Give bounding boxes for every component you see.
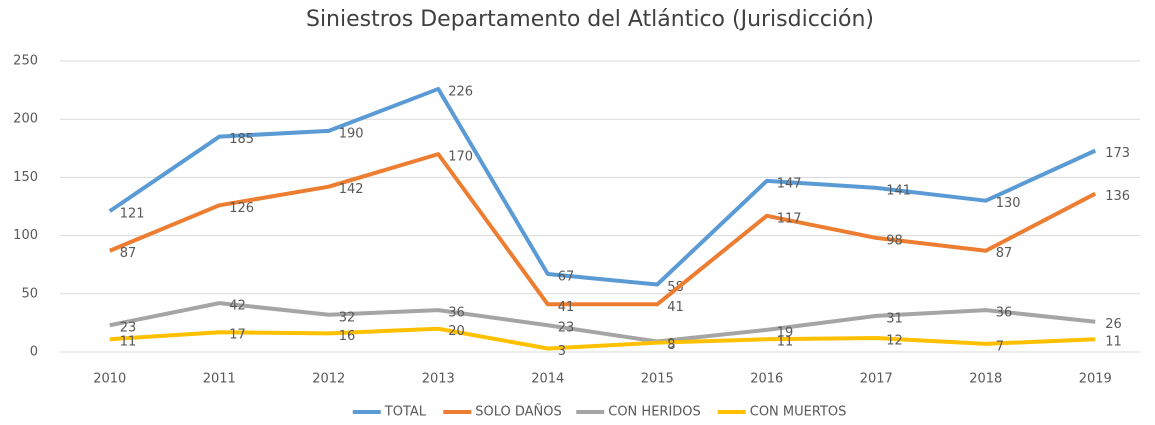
line-series (109, 326, 1096, 351)
data-label: 67 (558, 270, 575, 285)
y-tick-label: 150 (13, 170, 38, 185)
x-tick-label: 2016 (750, 372, 783, 387)
data-label: 11 (777, 335, 794, 350)
y-tick-label: 100 (13, 228, 38, 243)
data-label: 170 (448, 150, 473, 165)
line-series (108, 152, 1097, 307)
data-label: 121 (120, 207, 145, 222)
legend-label: TOTAL (384, 405, 427, 420)
data-label: 12 (886, 334, 903, 349)
y-tick-label: 250 (13, 54, 38, 69)
data-label: 26 (1105, 317, 1122, 332)
data-label: 185 (229, 132, 254, 147)
data-label: 42 (229, 299, 246, 314)
legend-label: CON HERIDOS (608, 405, 701, 420)
data-label: 141 (886, 183, 911, 198)
data-label: 142 (339, 182, 364, 197)
y-tick-label: 200 (13, 112, 38, 127)
x-tick-label: 2017 (860, 372, 893, 387)
data-label: 41 (667, 300, 684, 315)
data-label: 17 (229, 328, 246, 343)
line-series (108, 86, 1097, 287)
data-label: 130 (996, 196, 1021, 211)
data-label: 23 (558, 321, 575, 336)
data-label: 3 (558, 344, 566, 359)
chart-title: Siniestros Departamento del Atlántico (J… (306, 7, 874, 32)
data-label: 9 (667, 337, 675, 352)
x-tick-label: 2010 (93, 372, 126, 387)
y-tick-label: 50 (21, 286, 38, 301)
x-tick-label: 2011 (203, 372, 236, 387)
x-tick-label: 2012 (312, 372, 345, 387)
x-tick-label: 2015 (641, 372, 674, 387)
y-tick-label: 0 (30, 345, 38, 360)
data-label: 11 (120, 335, 137, 350)
data-label: 126 (229, 201, 254, 216)
data-label: 8 (667, 338, 675, 353)
data-label: 31 (886, 311, 903, 326)
line-series (109, 301, 1096, 344)
data-label: 36 (448, 306, 465, 321)
data-label: 87 (996, 246, 1013, 261)
legend-label: SOLO DAÑOS (475, 404, 562, 420)
data-label: 41 (558, 300, 575, 315)
data-label: 20 (448, 324, 465, 339)
legend-label: CON MUERTOS (750, 405, 847, 420)
data-label: 32 (339, 310, 356, 325)
data-label: 87 (120, 246, 137, 261)
data-label: 173 (1105, 146, 1130, 161)
data-label: 36 (996, 306, 1013, 321)
data-label: 7 (996, 339, 1004, 354)
data-label: 16 (339, 329, 356, 344)
x-tick-label: 2014 (531, 372, 564, 387)
x-tick-label: 2013 (422, 372, 455, 387)
data-label: 98 (886, 233, 903, 248)
data-label: 19 (777, 325, 794, 340)
x-tick-label: 2019 (1079, 372, 1112, 387)
data-label: 226 (448, 84, 473, 99)
data-label: 136 (1105, 189, 1130, 204)
data-label: 147 (777, 176, 802, 191)
data-label: 117 (777, 211, 802, 226)
data-label: 11 (1105, 335, 1122, 350)
data-label: 190 (339, 126, 364, 141)
x-tick-label: 2018 (969, 372, 1002, 387)
data-label: 23 (120, 321, 137, 336)
